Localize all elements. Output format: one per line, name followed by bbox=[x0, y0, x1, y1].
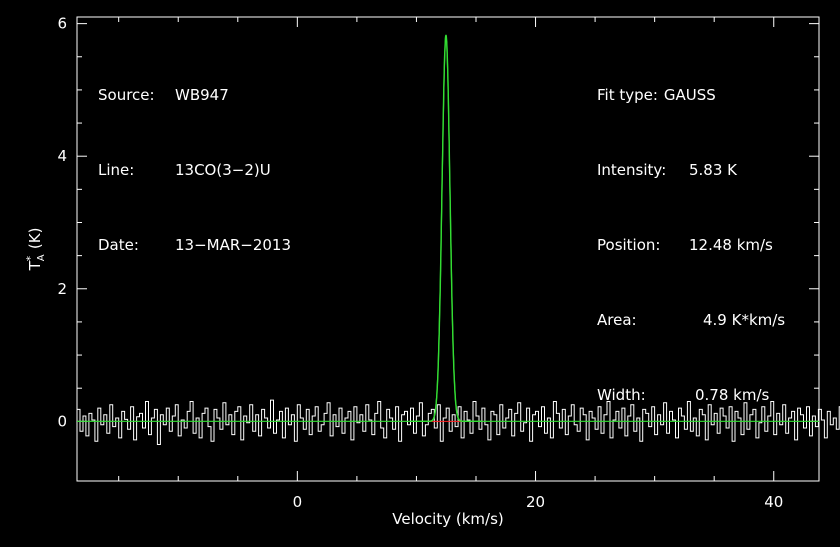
width-value: 0.78 km/s bbox=[695, 386, 770, 404]
source-value: WB947 bbox=[175, 86, 229, 104]
width-row: Width: 0.78 km/s bbox=[597, 383, 785, 408]
position-label: Position: bbox=[597, 236, 661, 254]
y-axis-label-text: TA* (K) bbox=[24, 228, 47, 272]
line-row: Line: 13CO(3−2)U bbox=[98, 158, 291, 183]
area-label: Area: bbox=[597, 311, 637, 329]
series-layer bbox=[77, 34, 840, 445]
position-row: Position: 12.48 km/s bbox=[597, 233, 785, 258]
observation-info: Source: WB947 Line: 13CO(3−2)U Date: 13−MAR… bbox=[98, 33, 291, 283]
source-label: Source: bbox=[98, 86, 155, 104]
intensity-label: Intensity: bbox=[597, 161, 667, 179]
x-tick-label: 40 bbox=[764, 493, 783, 511]
date-label: Date: bbox=[98, 236, 139, 254]
y-tick-label: 0 bbox=[57, 412, 67, 430]
fit-results: Fit type: GAUSS Intensity: 5.83 K Position… bbox=[597, 33, 785, 433]
area-value: 4.9 K*km/s bbox=[703, 311, 786, 329]
x-tick-label: 0 bbox=[293, 493, 303, 511]
plot-frame bbox=[76, 16, 820, 482]
y-tick-label: 6 bbox=[57, 15, 67, 33]
fit-type-row: Fit type: GAUSS bbox=[597, 83, 785, 108]
axis-tick-labels: 0 20 40 0 2 4 6 bbox=[57, 15, 783, 511]
y-axis-label: TA* (K) bbox=[24, 228, 47, 272]
line-value: 13CO(3−2)U bbox=[175, 161, 271, 179]
source-row: Source: WB947 bbox=[98, 83, 291, 108]
area-row: Area: 4.9 K*km/s bbox=[597, 308, 785, 333]
fit-type-value: GAUSS bbox=[663, 86, 716, 104]
intensity-value: 5.83 K bbox=[689, 161, 738, 179]
position-value: 12.48 km/s bbox=[689, 236, 773, 254]
fit-type-label: Fit type: bbox=[597, 86, 658, 104]
width-label: Width: bbox=[597, 386, 646, 404]
intensity-row: Intensity: 5.83 K bbox=[597, 158, 785, 183]
gaussian-fit-peak bbox=[410, 34, 482, 422]
observed-spectrum-line bbox=[77, 399, 840, 445]
y-tick-label: 2 bbox=[57, 280, 67, 298]
x-tick-label: 20 bbox=[526, 493, 545, 511]
line-label: Line: bbox=[98, 161, 135, 179]
date-row: Date: 13−MAR−2013 bbox=[98, 233, 291, 258]
axis-ticks bbox=[77, 17, 819, 481]
x-axis-label: Velocity (km/s) bbox=[392, 510, 503, 528]
y-tick-label: 4 bbox=[57, 147, 67, 165]
date-value: 13−MAR−2013 bbox=[175, 236, 292, 254]
